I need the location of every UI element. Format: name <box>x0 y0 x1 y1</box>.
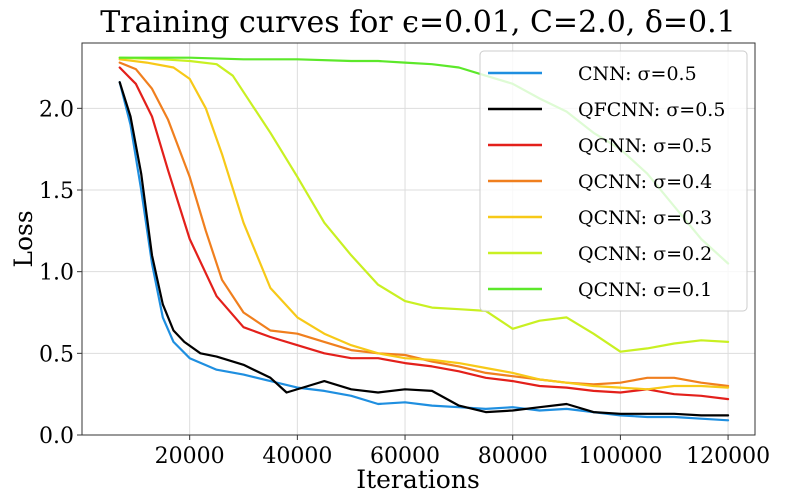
legend-label: QCNN: σ=0.1 <box>578 279 712 301</box>
chart-title: Training curves for ϵ=0.01, C=2.0, δ=0.1 <box>100 5 736 40</box>
series-line <box>118 66 730 401</box>
legend-label: CNN: σ=0.5 <box>578 63 697 85</box>
x-tick-label: 20000 <box>155 444 225 469</box>
x-tick-label: 60000 <box>370 444 440 469</box>
legend-label: QCNN: σ=0.2 <box>578 243 712 265</box>
x-tick-label: 100000 <box>578 444 662 469</box>
legend-label: QCNN: σ=0.3 <box>578 207 712 229</box>
y-tick-label: 1.0 <box>39 261 74 286</box>
plot-frame <box>81 42 756 436</box>
x-tick-label: 120000 <box>686 444 770 469</box>
y-tick-label: 0.5 <box>39 342 74 367</box>
series-line <box>118 61 730 388</box>
x-tick-label: 80000 <box>478 444 548 469</box>
series-line <box>118 58 730 391</box>
legend-frame <box>479 50 748 312</box>
y-tick-label: 2.0 <box>39 97 74 122</box>
y-axis-label: Loss <box>9 210 38 267</box>
series-line <box>118 81 730 417</box>
legend-label: QCNN: σ=0.5 <box>578 135 712 157</box>
x-axis-label: Iterations <box>356 465 480 494</box>
x-tick-label: 40000 <box>262 444 332 469</box>
y-tick-label: 1.5 <box>39 179 74 204</box>
series-line <box>118 56 730 353</box>
legend: CNN: σ=0.5 QFCNN: σ=0.5 QCNN: σ=0.5 QCNN: σ… <box>479 50 748 312</box>
legend-label: QFCNN: σ=0.5 <box>578 99 725 121</box>
legend-label: QCNN: σ=0.4 <box>578 171 712 193</box>
y-tick-label: 0.0 <box>39 424 74 449</box>
y-axis-ticks: 0.0 0.5 1.0 1.5 2.0 <box>39 97 82 449</box>
x-axis-ticks: 20000 40000 60000 80000 100000 120000 <box>155 435 770 469</box>
